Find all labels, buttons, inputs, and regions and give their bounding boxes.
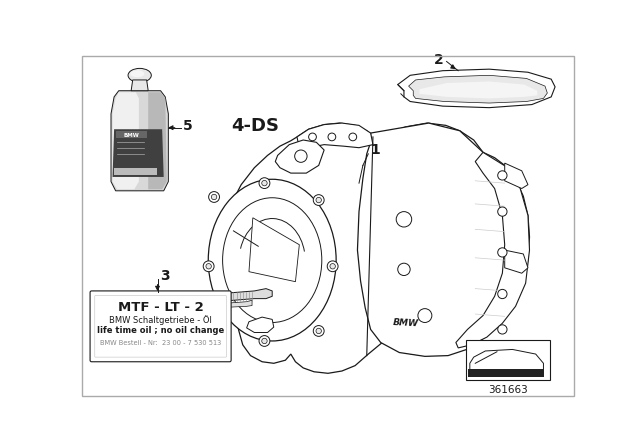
Circle shape <box>259 336 270 346</box>
Circle shape <box>308 133 316 141</box>
Polygon shape <box>275 140 324 173</box>
Circle shape <box>209 192 220 202</box>
Circle shape <box>349 133 356 141</box>
Polygon shape <box>216 123 529 373</box>
Circle shape <box>330 263 335 269</box>
Text: 361663: 361663 <box>488 385 527 395</box>
Ellipse shape <box>212 293 219 303</box>
Circle shape <box>259 178 270 189</box>
FancyBboxPatch shape <box>95 296 227 357</box>
Polygon shape <box>408 75 547 103</box>
Polygon shape <box>505 250 528 273</box>
FancyBboxPatch shape <box>116 131 147 138</box>
Polygon shape <box>148 92 167 189</box>
Polygon shape <box>113 129 164 177</box>
Polygon shape <box>131 80 148 90</box>
Polygon shape <box>505 163 528 189</box>
FancyBboxPatch shape <box>90 291 231 362</box>
Text: BMW Bestell - Nr:  23 00 - 7 530 513: BMW Bestell - Nr: 23 00 - 7 530 513 <box>100 340 221 345</box>
Circle shape <box>498 207 507 216</box>
Polygon shape <box>113 92 139 189</box>
Polygon shape <box>456 152 529 348</box>
FancyBboxPatch shape <box>468 370 544 377</box>
Circle shape <box>396 211 412 227</box>
Text: life time oil ; no oil change: life time oil ; no oil change <box>97 327 224 336</box>
Circle shape <box>313 195 324 206</box>
Ellipse shape <box>208 179 336 341</box>
Circle shape <box>316 328 321 334</box>
Circle shape <box>498 325 507 334</box>
Circle shape <box>262 338 267 344</box>
Circle shape <box>328 133 336 141</box>
Text: MTF - LT - 2: MTF - LT - 2 <box>118 302 204 314</box>
Circle shape <box>262 181 267 186</box>
Text: 3: 3 <box>161 268 170 283</box>
Polygon shape <box>111 90 168 191</box>
Ellipse shape <box>128 69 151 82</box>
Circle shape <box>498 171 507 180</box>
Polygon shape <box>358 123 508 356</box>
Text: 2: 2 <box>433 53 443 67</box>
Circle shape <box>418 309 432 323</box>
Polygon shape <box>397 69 555 108</box>
Circle shape <box>316 198 321 203</box>
Text: BMW: BMW <box>392 318 419 328</box>
Circle shape <box>397 263 410 276</box>
Circle shape <box>313 326 324 336</box>
Circle shape <box>211 194 217 200</box>
Polygon shape <box>419 82 537 99</box>
Polygon shape <box>470 349 543 375</box>
Polygon shape <box>216 289 272 302</box>
Polygon shape <box>216 300 252 308</box>
Polygon shape <box>249 218 300 282</box>
Circle shape <box>498 248 507 257</box>
Circle shape <box>209 323 220 333</box>
Circle shape <box>204 261 214 271</box>
FancyBboxPatch shape <box>114 168 157 176</box>
Circle shape <box>498 289 507 299</box>
Polygon shape <box>246 317 274 332</box>
Text: BMW Schaltgetriebe - Öl: BMW Schaltgetriebe - Öl <box>109 315 212 325</box>
FancyBboxPatch shape <box>466 340 550 380</box>
Circle shape <box>294 150 307 162</box>
Ellipse shape <box>131 70 145 77</box>
Circle shape <box>206 263 211 269</box>
Polygon shape <box>297 123 373 148</box>
Text: 5: 5 <box>183 119 193 133</box>
Text: 1: 1 <box>371 143 380 157</box>
Text: 4-DS: 4-DS <box>231 117 279 135</box>
Text: BMW: BMW <box>124 133 139 138</box>
Circle shape <box>211 325 217 331</box>
Ellipse shape <box>223 198 322 323</box>
Circle shape <box>327 261 338 271</box>
